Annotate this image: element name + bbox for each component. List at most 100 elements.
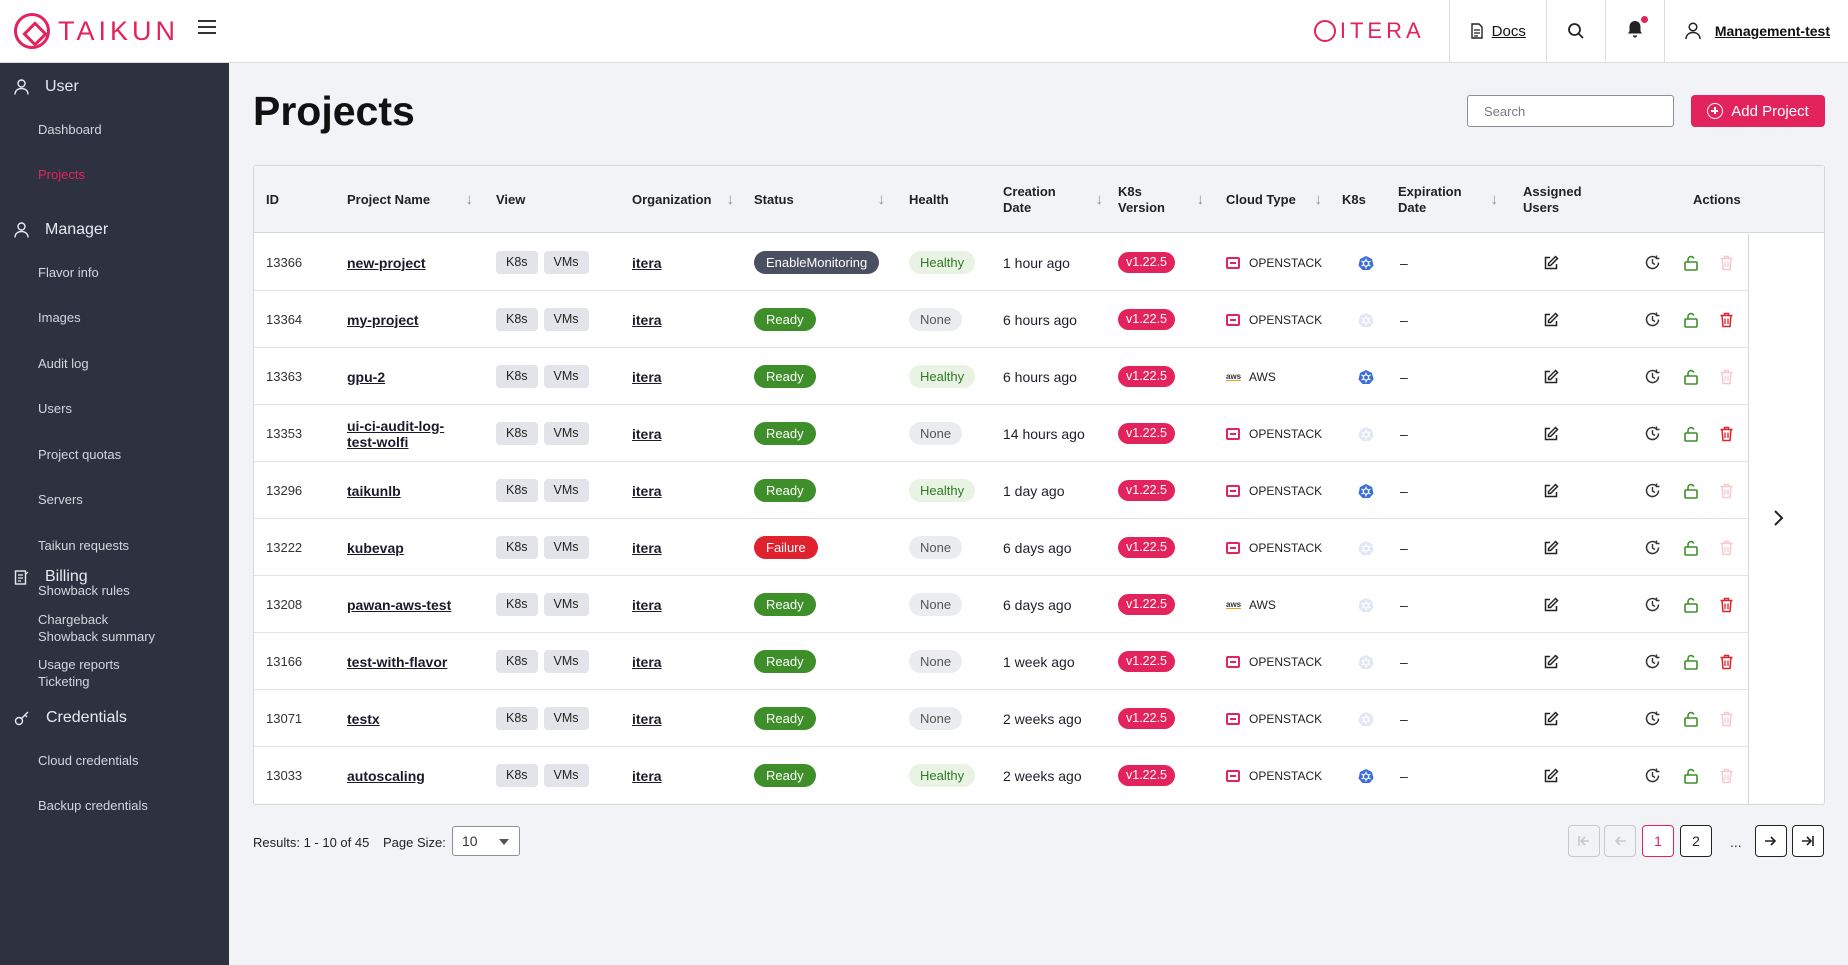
sidebar-item-images[interactable]: Images (38, 310, 81, 325)
menu-toggle-icon[interactable] (198, 20, 216, 34)
view-chip-vms[interactable]: VMs (543, 536, 589, 559)
unlock-icon[interactable] (1683, 596, 1699, 613)
project-name-link[interactable]: gpu-2 (347, 368, 386, 385)
table-row[interactable]: 13208 pawan-aws-test K8s VMs itera Ready None 6… (254, 576, 1749, 633)
delete-icon[interactable] (1719, 426, 1734, 442)
organization-link[interactable]: itera (632, 539, 662, 556)
user-menu[interactable]: Management-test (1665, 0, 1848, 62)
edit-users-icon[interactable] (1543, 368, 1559, 385)
organization-link[interactable]: itera (632, 311, 662, 328)
notifications-button[interactable] (1606, 0, 1665, 62)
refresh-icon[interactable] (1644, 710, 1661, 727)
search-input[interactable] (1467, 95, 1674, 127)
unlock-icon[interactable] (1683, 425, 1699, 442)
table-row[interactable]: 13366 new-project K8s VMs itera EnableMonitor… (254, 234, 1749, 291)
kubernetes-icon[interactable] (1358, 255, 1374, 271)
organization-link[interactable]: itera (632, 368, 662, 385)
unlock-icon[interactable] (1683, 653, 1699, 670)
edit-users-icon[interactable] (1543, 482, 1559, 499)
table-row[interactable]: 13353 ui-ci-audit-log-test-wolfi K8s VMs ite… (254, 405, 1749, 462)
sidebar-section-credentials[interactable]: Credentials (0, 706, 127, 730)
header-cloud-type[interactable]: Cloud Type ↓ (1226, 166, 1322, 233)
sort-arrow-icon[interactable]: ↓ (1314, 190, 1323, 208)
table-row[interactable]: 13166 test-with-flavor K8s VMs itera Ready Non… (254, 633, 1749, 690)
sidebar-item-flavor-info[interactable]: Flavor info (38, 264, 99, 280)
unlock-icon[interactable] (1683, 254, 1699, 271)
organization-link[interactable]: itera (632, 482, 662, 499)
edit-users-icon[interactable] (1543, 596, 1559, 613)
refresh-icon[interactable] (1644, 425, 1661, 442)
sidebar-item-showback-summary[interactable]: Showback summary (38, 628, 156, 644)
kubernetes-icon[interactable] (1358, 426, 1374, 442)
refresh-icon[interactable] (1644, 539, 1661, 556)
view-chip-vms[interactable]: VMs (543, 764, 589, 787)
view-chip-k8s[interactable]: K8s (496, 479, 538, 502)
sidebar-section-manager[interactable]: Manager (0, 218, 108, 242)
project-name-link[interactable]: my-project (347, 311, 419, 328)
search-button[interactable] (1547, 0, 1606, 62)
sidebar-item-users[interactable]: Users (38, 401, 72, 416)
view-chip-k8s[interactable]: K8s (496, 308, 538, 331)
header-organization[interactable]: Organization ↓ (632, 166, 734, 233)
table-row[interactable]: 13296 taikunlb K8s VMs itera Ready Healthy 1 da… (254, 462, 1749, 519)
view-chip-vms[interactable]: VMs (543, 593, 589, 616)
edit-users-icon[interactable] (1543, 710, 1559, 727)
unlock-icon[interactable] (1683, 710, 1699, 727)
view-chip-vms[interactable]: VMs (543, 650, 589, 673)
delete-icon[interactable] (1719, 312, 1734, 328)
organization-link[interactable]: itera (632, 767, 662, 784)
view-chip-k8s[interactable]: K8s (496, 365, 538, 388)
view-chip-vms[interactable]: VMs (543, 707, 589, 730)
unlock-icon[interactable] (1683, 767, 1699, 784)
sidebar-item-showback-rules[interactable]: Showback rules (38, 583, 130, 598)
next-page-button[interactable] (1755, 825, 1787, 857)
header-expiration-date[interactable]: Expiration Date ↓ (1398, 166, 1498, 233)
taikun-logo[interactable]: TAIKUN (14, 13, 179, 49)
page-button-2[interactable]: 2 (1680, 825, 1712, 857)
sort-arrow-icon[interactable]: ↓ (1490, 190, 1499, 208)
project-name-link[interactable]: kubevap (347, 539, 404, 556)
edit-users-icon[interactable] (1543, 311, 1559, 328)
project-name-link[interactable]: test-with-flavor (347, 653, 448, 670)
sort-arrow-icon[interactable]: ↓ (1095, 190, 1104, 208)
project-name-link[interactable]: testx (347, 710, 380, 727)
scroll-right-chevron-icon[interactable] (1772, 509, 1784, 527)
view-chip-vms[interactable]: VMs (543, 365, 589, 388)
header-k8s-version[interactable]: K8s Version ↓ (1118, 166, 1204, 233)
edit-users-icon[interactable] (1543, 653, 1559, 670)
kubernetes-icon[interactable] (1358, 369, 1374, 385)
view-chip-k8s[interactable]: K8s (496, 536, 538, 559)
kubernetes-icon[interactable] (1358, 654, 1374, 670)
refresh-icon[interactable] (1644, 254, 1661, 271)
sidebar-item-projects[interactable]: Projects (38, 167, 85, 182)
view-chip-k8s[interactable]: K8s (496, 422, 538, 445)
view-chip-vms[interactable]: VMs (543, 479, 589, 502)
sort-arrow-icon[interactable]: ↓ (726, 190, 735, 208)
kubernetes-icon[interactable] (1358, 312, 1374, 328)
sidebar-item-audit-log[interactable]: Audit log (38, 355, 89, 371)
view-chip-vms[interactable]: VMs (543, 308, 589, 331)
project-name-link[interactable]: pawan-aws-test (347, 596, 452, 613)
refresh-icon[interactable] (1644, 482, 1661, 499)
edit-users-icon[interactable] (1543, 767, 1559, 784)
view-chip-k8s[interactable]: K8s (496, 650, 538, 673)
refresh-icon[interactable] (1644, 596, 1661, 613)
view-chip-k8s[interactable]: K8s (496, 593, 538, 616)
view-chip-vms[interactable]: VMs (543, 422, 589, 445)
table-row[interactable]: 13364 my-project K8s VMs itera Ready None 6 hou… (254, 291, 1749, 348)
sidebar-section-billing[interactable]: Billing (0, 565, 88, 589)
kubernetes-icon[interactable] (1358, 711, 1374, 727)
organization-link[interactable]: itera (632, 596, 662, 613)
kubernetes-icon[interactable] (1358, 483, 1374, 499)
unlock-icon[interactable] (1683, 482, 1699, 499)
delete-icon[interactable] (1719, 597, 1734, 613)
table-row[interactable]: 13363 gpu-2 K8s VMs itera Ready Healthy 6 hours… (254, 348, 1749, 405)
header-project-name[interactable]: Project Name ↓ (347, 166, 473, 233)
unlock-icon[interactable] (1683, 368, 1699, 385)
organization-link[interactable]: itera (632, 653, 662, 670)
page-button-1[interactable]: 1 (1642, 825, 1674, 857)
sidebar-item-cloud-credentials[interactable]: Cloud credentials (38, 752, 139, 768)
sidebar-item-usage-reports[interactable]: Usage reports (38, 657, 120, 672)
organization-link[interactable]: itera (632, 254, 662, 271)
refresh-icon[interactable] (1644, 767, 1661, 784)
